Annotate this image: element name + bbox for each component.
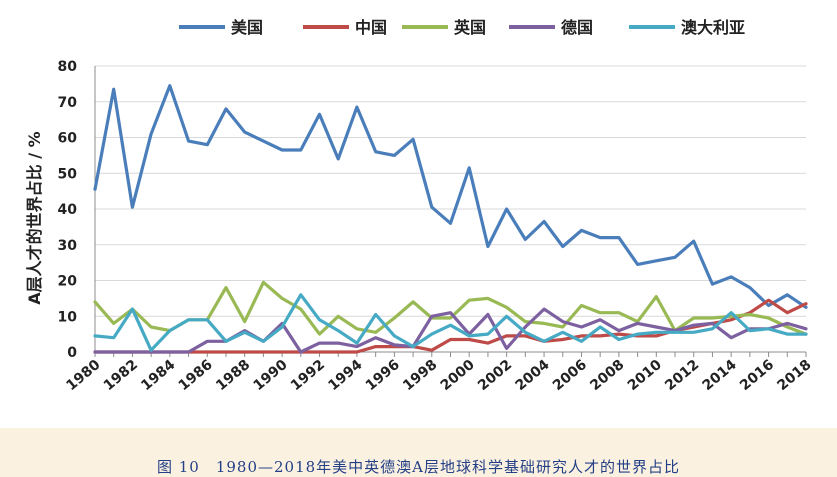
y-axis-label: A层人才的世界占比 / %: [25, 131, 44, 304]
y-tick-label: 20: [58, 274, 78, 290]
y-tick-label: 0: [67, 345, 77, 361]
y-tick-label: 10: [58, 309, 78, 325]
x-tick-label: 1992: [288, 357, 328, 394]
x-tick-label: 1982: [101, 357, 141, 394]
series-lines: [93, 84, 808, 354]
x-tick-label: 2004: [512, 357, 552, 394]
legend: 美国 中国 英国 德国 澳大利亚: [179, 18, 745, 37]
x-tick-label: 2000: [438, 357, 478, 394]
x-tick-label: 1984: [138, 357, 178, 394]
y-tick-label: 50: [58, 166, 78, 182]
chart-area: 美国 中国 英国 德国 澳大利亚 0 10 20 30 40 50 60 70 80 1980 1982 1…: [25, 18, 815, 395]
gridlines: [95, 65, 806, 317]
x-tick-label: 1998: [400, 357, 440, 394]
y-tick-label: 60: [58, 131, 78, 147]
y-tick-label: 30: [58, 238, 78, 254]
x-tick-label: 1994: [325, 357, 365, 394]
x-tick-label: 2010: [625, 357, 665, 394]
x-tick-label: 2006: [550, 357, 590, 394]
x-tick-label: 2012: [662, 357, 702, 394]
x-tick-label: 2016: [737, 357, 777, 394]
series-line: [93, 84, 808, 309]
x-tick-label: 1980: [63, 357, 103, 394]
x-tick-label: 2008: [587, 357, 627, 394]
legend-label: 澳大利亚: [681, 18, 745, 37]
series-line: [93, 307, 808, 354]
y-tick-label: 40: [58, 202, 78, 218]
x-tick-label: 1988: [213, 357, 253, 394]
y-tick-label: 80: [58, 59, 78, 75]
x-tick-label: 1996: [363, 357, 403, 394]
figure-caption: 图 10 1980—2018年美中英德澳A层地球科学基础研究人才的世界占比: [156, 458, 681, 476]
y-tick-label: 70: [58, 95, 78, 111]
x-tick-labels: 1980198219841986198819901992199419961998…: [63, 357, 814, 394]
series-line: [93, 293, 808, 352]
x-tick-label: 1990: [251, 357, 291, 394]
x-tick-label: 2018: [774, 357, 814, 394]
legend-label: 美国: [231, 18, 263, 37]
x-tick-label: 1986: [176, 357, 216, 394]
x-tick-label: 2014: [700, 357, 740, 394]
y-tick-labels: 0 10 20 30 40 50 60 70 80: [58, 59, 78, 361]
legend-label: 德国: [561, 18, 593, 37]
legend-label: 英国: [453, 18, 486, 37]
caption-band: [0, 428, 837, 477]
legend-label: 中国: [355, 18, 387, 37]
series-line: [93, 280, 808, 336]
x-tick-label: 2002: [475, 357, 515, 394]
